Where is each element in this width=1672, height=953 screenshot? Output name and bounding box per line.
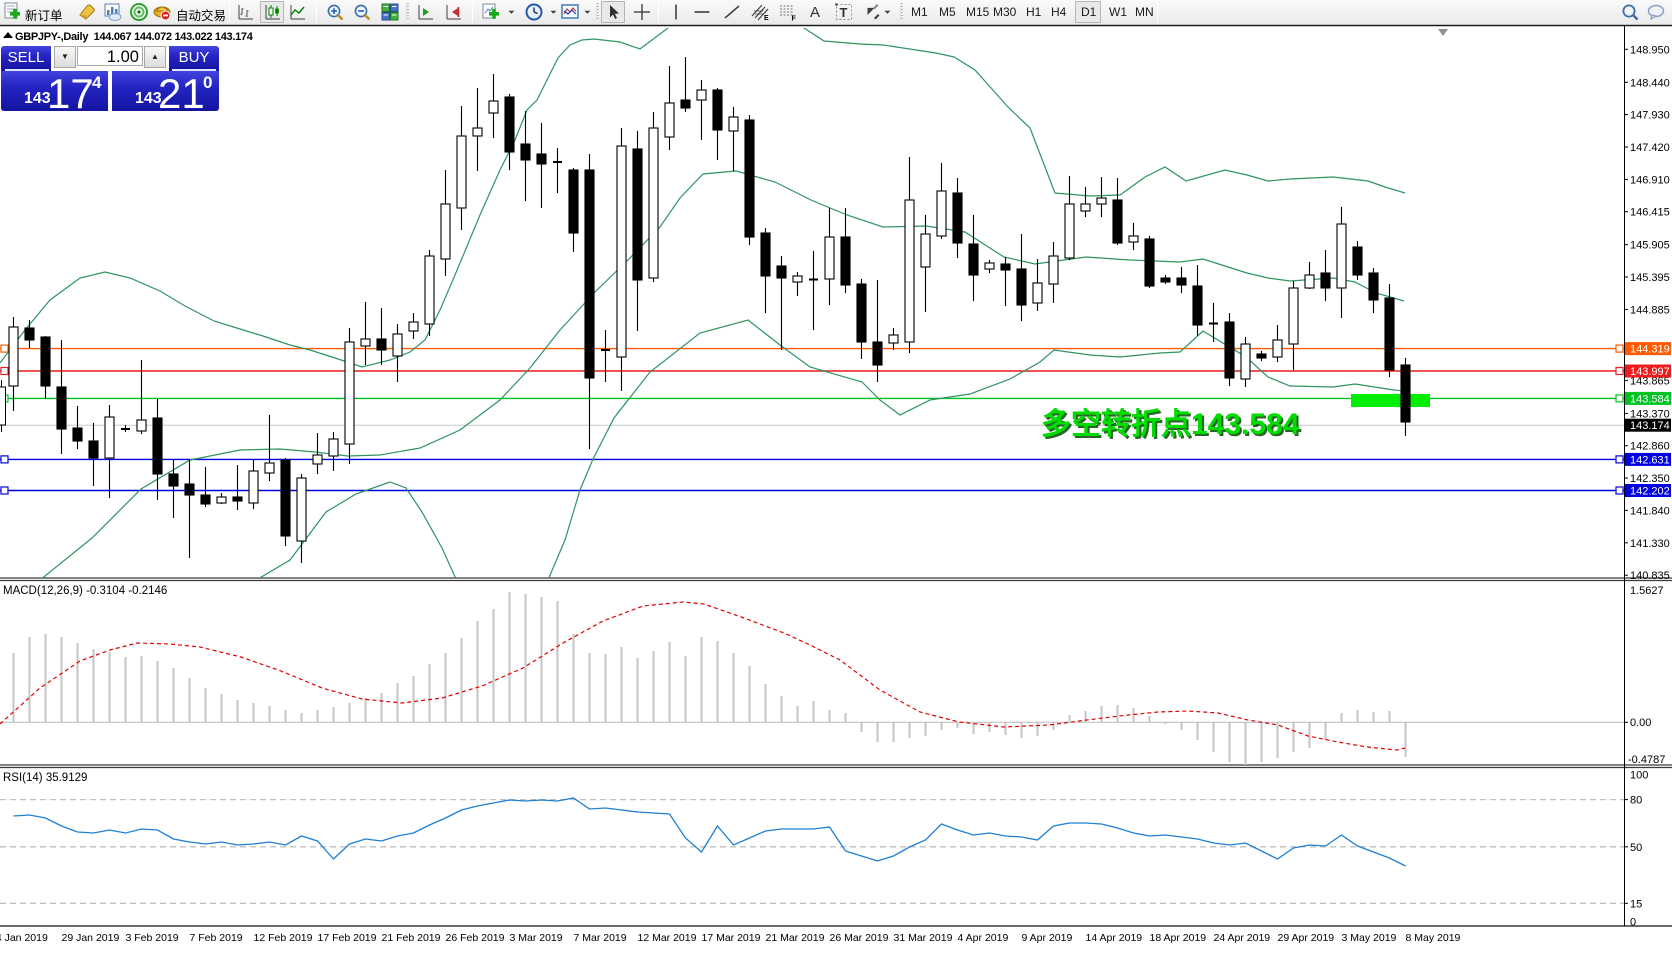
svg-text:17 Feb 2019: 17 Feb 2019 [318, 932, 377, 944]
svg-text:3 Mar 2019: 3 Mar 2019 [510, 932, 563, 944]
svg-text:147.420: 147.420 [1630, 142, 1670, 154]
svg-text:142.631: 142.631 [1630, 454, 1670, 466]
svg-text:12 Feb 2019: 12 Feb 2019 [254, 932, 313, 944]
svg-text:T: T [840, 5, 848, 20]
svg-text:143.584: 143.584 [1630, 393, 1670, 405]
svg-text:21 Mar 2019: 21 Mar 2019 [766, 932, 825, 944]
svg-text:29 Apr 2019: 29 Apr 2019 [1278, 932, 1335, 944]
svg-text:E: E [764, 15, 769, 22]
svg-text:24 Jan 2019: 24 Jan 2019 [0, 932, 48, 944]
svg-text:100: 100 [1630, 770, 1648, 782]
svg-text:142.350: 142.350 [1630, 473, 1670, 485]
svg-text:7 Feb 2019: 7 Feb 2019 [190, 932, 243, 944]
svg-text:140.835: 140.835 [1630, 570, 1670, 582]
svg-text:GBPJPY-,Daily 144.067 144.072: GBPJPY-,Daily 144.067 144.072 143.022 14… [15, 31, 254, 43]
svg-text:80: 80 [1630, 795, 1642, 807]
svg-text:多空转折点143.584: 多空转折点143.584 [1041, 408, 1300, 441]
svg-text:24 Apr 2019: 24 Apr 2019 [1214, 932, 1271, 944]
svg-text:12 Mar 2019: 12 Mar 2019 [638, 932, 697, 944]
svg-text:MACD(12,26,9) -0.3104 -0.2146: MACD(12,26,9) -0.3104 -0.2146 [3, 585, 167, 597]
svg-text:0: 0 [1630, 916, 1636, 928]
svg-text:21 Feb 2019: 21 Feb 2019 [382, 932, 441, 944]
svg-text:A: A [810, 4, 820, 21]
svg-text:3 May 2019: 3 May 2019 [1342, 932, 1397, 944]
svg-text:14 Apr 2019: 14 Apr 2019 [1086, 932, 1143, 944]
svg-text:29 Jan 2019: 29 Jan 2019 [62, 932, 120, 944]
svg-text:RSI(14) 35.9129: RSI(14) 35.9129 [3, 772, 87, 784]
svg-text:-0.4787: -0.4787 [1628, 754, 1665, 766]
svg-text:144.885: 144.885 [1630, 304, 1670, 316]
svg-text:146.415: 146.415 [1630, 207, 1670, 219]
svg-text:143.865: 143.865 [1630, 375, 1670, 387]
svg-text:多空转折点143.584: 多空转折点143.584 [1043, 410, 1302, 443]
svg-text:0.00: 0.00 [1630, 717, 1651, 729]
svg-text:144.319: 144.319 [1630, 344, 1670, 356]
svg-text:17 Mar 2019: 17 Mar 2019 [702, 932, 761, 944]
svg-text:3 Feb 2019: 3 Feb 2019 [126, 932, 179, 944]
svg-text:7 Mar 2019: 7 Mar 2019 [574, 932, 627, 944]
svg-text:1.5627: 1.5627 [1630, 585, 1664, 597]
svg-text:F: F [792, 16, 797, 23]
svg-text:50: 50 [1630, 842, 1642, 854]
svg-text:145.905: 145.905 [1630, 240, 1670, 252]
svg-text:143.370: 143.370 [1630, 408, 1670, 420]
svg-text:15: 15 [1630, 898, 1642, 910]
svg-text:143.174: 143.174 [1630, 420, 1670, 432]
svg-text:141.840: 141.840 [1630, 505, 1670, 517]
svg-text:145.395: 145.395 [1630, 272, 1670, 284]
svg-text:148.950: 148.950 [1630, 44, 1670, 56]
svg-text:148.440: 148.440 [1630, 77, 1670, 89]
svg-text:146.910: 146.910 [1630, 174, 1670, 186]
svg-text:8 May 2019: 8 May 2019 [1406, 932, 1461, 944]
svg-text:31 Mar 2019: 31 Mar 2019 [894, 932, 953, 944]
svg-text:142.202: 142.202 [1630, 486, 1670, 498]
svg-text:142.860: 142.860 [1630, 441, 1670, 453]
svg-text:147.930: 147.930 [1630, 110, 1670, 122]
svg-text:141.330: 141.330 [1630, 538, 1670, 550]
svg-text:26 Feb 2019: 26 Feb 2019 [446, 932, 505, 944]
svg-text:143.997: 143.997 [1630, 366, 1670, 378]
svg-text:9 Apr 2019: 9 Apr 2019 [1022, 932, 1073, 944]
svg-text:4 Apr 2019: 4 Apr 2019 [958, 932, 1009, 944]
svg-text:18 Apr 2019: 18 Apr 2019 [1150, 932, 1207, 944]
svg-text:26 Mar 2019: 26 Mar 2019 [830, 932, 889, 944]
